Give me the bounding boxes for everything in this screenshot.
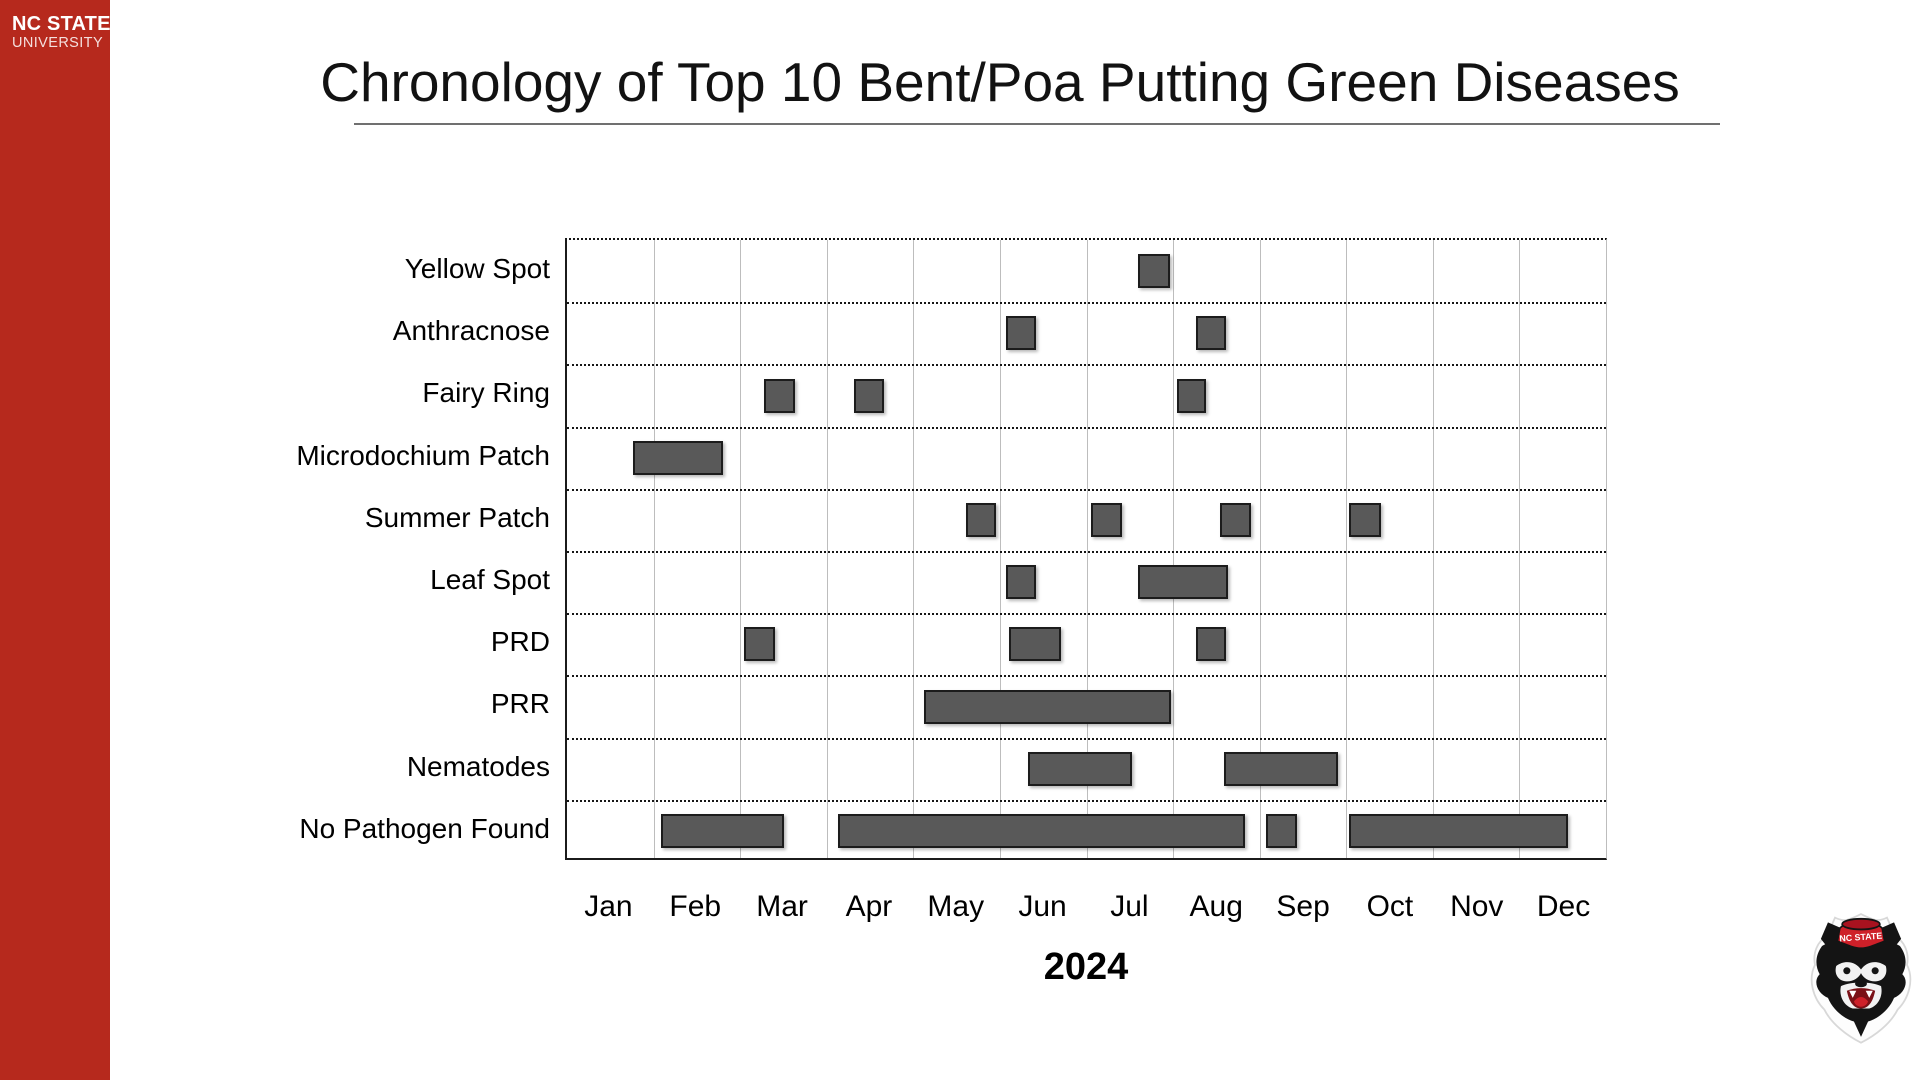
row-label: Yellow Spot	[404, 253, 550, 284]
month-tick-label: Feb	[669, 890, 722, 923]
plot-area	[565, 238, 1607, 860]
wordmark-line2: UNIVERSITY	[12, 34, 104, 51]
month-tick-label: Aug	[1189, 890, 1243, 923]
gantt-bar	[923, 689, 1172, 724]
title-underline	[354, 123, 1720, 125]
sidebar: NC STATE UNIVERSITY	[0, 0, 110, 1080]
row-separator	[567, 364, 1606, 367]
gantt-bar	[1196, 627, 1226, 662]
month-tick-label: Jan	[584, 890, 633, 923]
gantt-bar	[853, 378, 884, 413]
month-gridline	[1346, 240, 1348, 858]
month-gridline	[1519, 240, 1521, 858]
row-separator	[567, 551, 1606, 553]
month-tick-label: May	[927, 890, 985, 923]
gantt-bar	[1028, 751, 1133, 786]
row-label: No Pathogen Found	[299, 812, 550, 844]
month-gridline	[999, 240, 1001, 858]
month-gridline	[1086, 240, 1088, 858]
month-gridline	[1432, 240, 1434, 858]
gantt-bar	[1265, 813, 1297, 848]
row-separator	[567, 737, 1606, 740]
month-tick-label: Oct	[1366, 890, 1414, 923]
gantt-bar	[661, 813, 785, 848]
row-separator	[567, 799, 1606, 802]
month-gridline	[740, 240, 742, 858]
month-gridline	[1173, 240, 1175, 858]
row-separator	[567, 613, 1606, 616]
gantt-bar	[1138, 565, 1229, 600]
wolf-mascot-logo: NC STATE	[1810, 913, 1912, 1044]
row-label: Microdochium Patch	[296, 439, 550, 471]
row-label: Leaf Spot	[430, 564, 550, 595]
row-separator	[567, 426, 1606, 429]
row-separator	[567, 488, 1606, 491]
gantt-bar	[1224, 751, 1339, 786]
gantt-bar	[966, 502, 997, 537]
row-separator	[567, 302, 1606, 305]
month-tick-label: Jun	[1018, 890, 1067, 923]
month-gridline	[913, 240, 915, 858]
wolf-eye-left	[1843, 967, 1851, 975]
month-gridline	[653, 240, 655, 858]
wolf-hat-text: NC STATE	[1839, 931, 1883, 944]
row-label: Summer Patch	[364, 501, 550, 533]
row-label: Fairy Ring	[422, 377, 550, 409]
row-label: Anthracnose	[392, 315, 550, 347]
month-tick-label: Dec	[1536, 890, 1591, 923]
row-separator	[567, 675, 1606, 678]
page-title: Chronology of Top 10 Bent/Poa Putting Gr…	[320, 51, 1680, 113]
month-tick-label: Mar	[756, 890, 808, 923]
gantt-bar	[1008, 627, 1062, 662]
month-gridline	[826, 240, 828, 858]
gantt-bar	[1005, 565, 1037, 600]
x-axis-year-label: 2024	[1043, 946, 1129, 988]
gantt-bar	[763, 378, 795, 413]
gantt-bar	[1005, 316, 1037, 351]
gantt-bar	[1219, 502, 1251, 537]
nc-state-wordmark: NC STATE UNIVERSITY	[12, 13, 111, 51]
gantt-bar	[1176, 378, 1206, 413]
gantt-bar	[632, 440, 723, 475]
gantt-bar	[743, 627, 775, 662]
row-label: Nematodes	[406, 750, 550, 782]
row-label: PRD	[490, 626, 550, 658]
wordmark-line1: NC STATE	[12, 13, 111, 35]
gantt-bar	[1348, 502, 1381, 537]
month-tick-label: Jul	[1110, 890, 1149, 923]
gantt-bar	[1195, 316, 1226, 351]
gantt-bar	[1348, 813, 1568, 848]
wolf-eye-right	[1871, 967, 1879, 975]
month-tick-label: Nov	[1450, 890, 1504, 923]
month-tick-label: Apr	[845, 890, 893, 923]
gantt-bar	[838, 813, 1245, 848]
month-gridline	[1259, 240, 1261, 858]
gantt-bar	[1090, 502, 1122, 537]
row-label: PRR	[490, 688, 550, 720]
wolf-nose	[1855, 980, 1867, 988]
gantt-bar	[1138, 254, 1170, 289]
month-tick-label: Sep	[1276, 890, 1330, 923]
